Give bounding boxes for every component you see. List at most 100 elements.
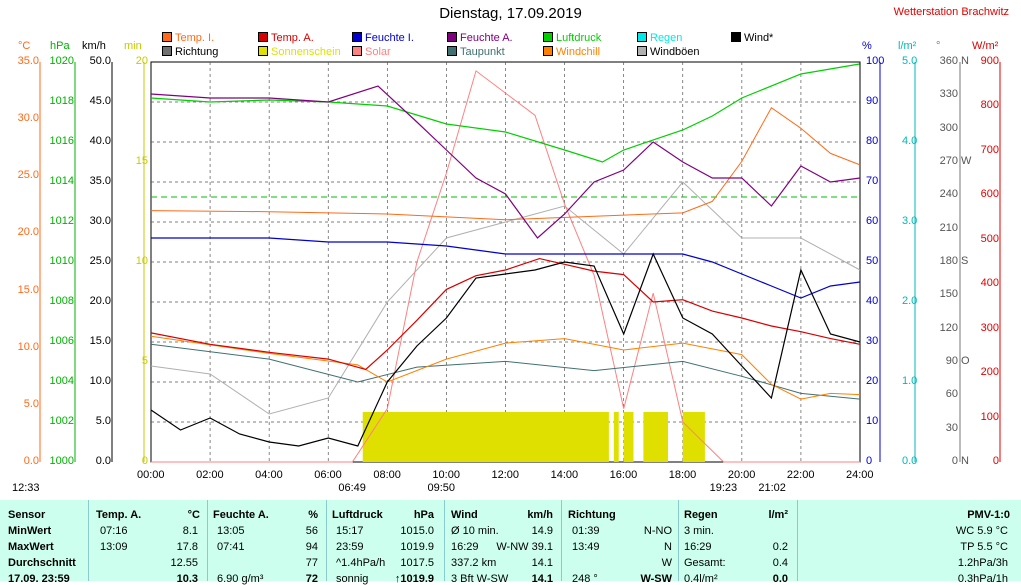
tick-label-hpa: 1020 [49,55,74,67]
tick-label-min: 5 [141,355,148,367]
tick-label-time: 02:00 [196,469,224,481]
tick-label-hpa: 1006 [49,335,74,347]
tick-label-temp: 25.0 [17,169,39,182]
tick-label-kmh: 0.0 [95,455,111,467]
weather-chart [39,61,1001,463]
tick-label-pct: 20 [866,375,879,387]
tick-label-deg: 120 [939,321,958,334]
table-cell: W-NW 39.1 [496,541,553,553]
legend-label: Feuchte A. [460,32,513,44]
legend-label: Luftdruck [556,32,602,44]
tick-label-deg: 210 [939,221,958,234]
tick-label-kmh: 45.0 [89,95,111,107]
table-cell: 1019.9 [400,541,434,553]
tick-label-pct: 40 [866,295,879,307]
table-cell: N-NO [643,525,672,537]
tick-label-kmh: 20.0 [89,295,111,307]
tick-label-lm: 1.0 [902,375,918,387]
tick-label-min: 0 [141,455,148,467]
tick-label-pct: 80 [866,135,879,147]
legend-item: Sonnenschein [258,46,341,58]
series-temp-a [150,257,861,371]
tick-label-min: 15 [135,155,148,167]
series-windchill [150,335,861,400]
tick-label-deg: 300 [939,121,958,134]
table-cell: 13:09 [100,541,128,553]
tick-label-deg: 360 [939,55,958,67]
legend-item: Regen [637,32,682,44]
table-cell: 14.9 [531,525,553,537]
table-row-label: MinWert [8,525,52,537]
tick-label-wm: 200 [980,366,999,379]
table-header: % [308,509,318,521]
tick-label-wm: 100 [980,410,999,423]
legend-item: Feuchte I. [352,32,414,44]
legend-label: Feuchte I. [365,32,414,44]
table-divider [444,500,445,581]
event-time-label: 12:33 [12,482,40,494]
table-header: km/h [527,509,553,521]
tick-label-deg: 30 [945,421,958,434]
table-cell: 0.4 [772,557,788,569]
tick-label-lm: 3.0 [902,215,918,227]
legend-label: Windböen [650,46,700,58]
table-cell: 0.2 [772,541,788,553]
legend-swatch [731,32,741,42]
table-cell: 3 Bft W-SW [451,573,509,585]
event-time-label: 19:23 [709,482,738,494]
table-row-label: Durchschnitt [8,557,76,569]
table-cell: 72 [305,573,318,585]
legend-swatch [637,46,647,56]
tick-label-deg: 0 [951,455,958,467]
series-luftdruck [150,63,860,163]
tick-label-pct: 70 [866,175,879,187]
table-cell: ^1.4hPa/h [336,557,386,569]
tick-label-deg: 240 [939,188,958,201]
axis-unit: hPa [50,40,70,52]
legend-swatch [162,32,172,42]
legend-item: Wind* [731,32,773,44]
tick-label-time: 04:00 [255,469,283,481]
table-header: Temp. A. [96,509,142,521]
table-divider [326,500,327,581]
tick-label-time: 18:00 [668,469,697,481]
table-cell: TP 5.5 °C [960,541,1008,553]
table-divider [207,500,208,581]
tick-label-lm: 2.0 [902,295,918,307]
table-cell: 8.1 [182,525,198,537]
tick-label-hpa: 1016 [49,135,74,147]
table-cell: 12.55 [170,557,198,569]
table-cell: W-SW [640,573,672,585]
legend-swatch [162,46,172,56]
tick-label-temp: 30.0 [17,112,39,125]
tick-label-lm: 4.0 [902,135,918,147]
table-row-label: 17.09. 23:59 [8,573,70,585]
table-cell: 6.90 g/m³ [217,573,264,585]
tick-label-time: 08:00 [373,469,401,481]
tick-label-wm: 0 [992,455,999,467]
series-windboen [150,181,861,415]
tick-label-time: 24:00 [846,469,874,481]
table-cell: 07:16 [100,525,128,537]
tick-label-hpa: 1008 [49,295,74,307]
legend-label: Sonnenschein [271,46,341,58]
table-cell: WC 5.9 °C [955,525,1008,537]
tick-label-kmh: 25.0 [89,255,111,267]
tick-label-deg: 270 [939,155,958,167]
table-header: Luftdruck [332,509,383,521]
event-time-label: 09:50 [427,482,456,494]
table-cell: Gesamt: [684,557,726,569]
table-cell: 337.2 km [451,557,497,569]
tick-label-pct: 50 [866,255,879,267]
table-divider [678,500,679,581]
table-cell: 248 ° [572,573,598,585]
series-temp-i [150,106,861,221]
table-cell: 1015.0 [400,525,434,537]
stats-table: Sensor Temp. A. °C Feuchte A.% Luftdruck hPa W… [0,500,1021,585]
event-time-label: 21:02 [758,482,786,494]
table-cell: 01:39 [572,525,600,537]
tick-label-deg: 180 [939,255,958,267]
tick-label-dir: N [961,55,969,67]
legend-label: Wind* [744,32,774,44]
table-cell: W [661,557,672,569]
